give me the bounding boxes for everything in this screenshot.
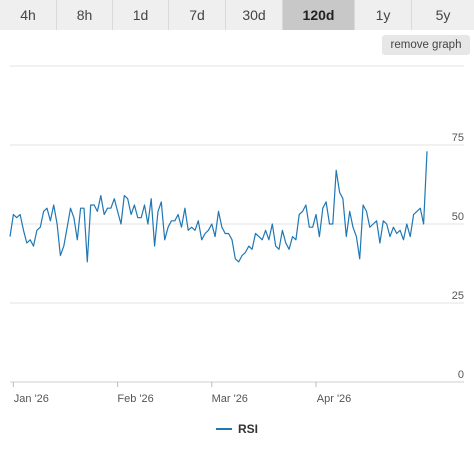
remove-graph-button[interactable]: remove graph <box>382 35 470 55</box>
rsi-legend-swatch <box>216 428 232 430</box>
rsi-legend-label: RSI <box>238 422 259 436</box>
chart-legend: RSI <box>216 421 258 437</box>
y-tick-label: 25 <box>452 290 464 302</box>
y-tick-label: 0 <box>458 369 464 381</box>
range-tab-5y[interactable]: 5y <box>412 0 474 30</box>
range-tab-120d[interactable]: 120d <box>283 0 355 30</box>
series-line-rsi <box>9 151 428 263</box>
range-tab-1d[interactable]: 1d <box>113 0 169 30</box>
range-tab-4h[interactable]: 4h <box>0 0 57 30</box>
x-tick-label: Feb '26 <box>117 393 153 405</box>
x-tick-label: Jan '26 <box>14 393 49 405</box>
x-tick-label: Apr '26 <box>317 393 352 405</box>
x-tick-label: Mar '26 <box>212 393 248 405</box>
range-tab-7d[interactable]: 7d <box>169 0 226 30</box>
y-tick-label: 75 <box>452 132 464 144</box>
range-tab-8h[interactable]: 8h <box>57 0 113 30</box>
range-tab-30d[interactable]: 30d <box>226 0 283 30</box>
range-tab-bar: 4h 8h 1d 7d 30d 120d 1y 5y <box>0 0 474 30</box>
range-tab-1y[interactable]: 1y <box>355 0 412 30</box>
y-tick-label: 50 <box>452 211 464 223</box>
